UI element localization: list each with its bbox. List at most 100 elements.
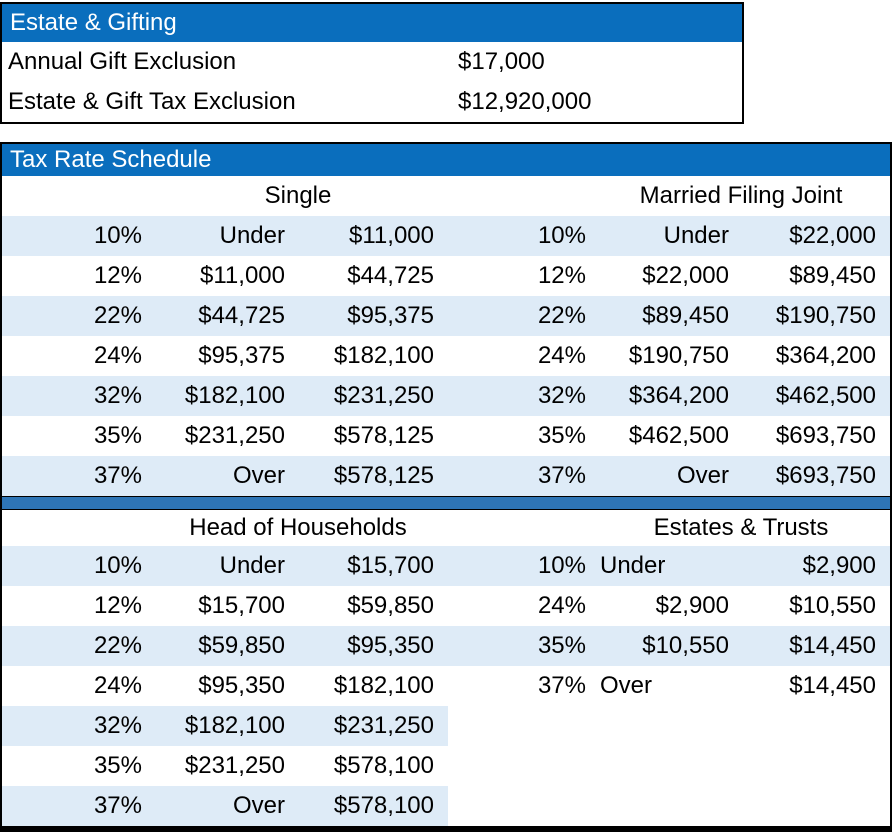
rate-cell: 35% bbox=[537, 422, 586, 449]
rate-cell bbox=[448, 746, 592, 786]
rate-cell: 22% bbox=[93, 632, 142, 659]
rate-cell: 35% bbox=[93, 752, 142, 779]
lower-bound-cell: $182,100 bbox=[184, 712, 285, 739]
estate-gift-tax-exclusion-label: Estate & Gift Tax Exclusion bbox=[8, 88, 296, 115]
left-half: Head of Households bbox=[2, 510, 448, 546]
annual-gift-exclusion-row: Annual Gift Exclusion $17,000 bbox=[2, 42, 742, 82]
lower-bound-cell: $190,750 bbox=[628, 342, 729, 369]
right-half: 37% Over $14,450 bbox=[448, 666, 890, 706]
right-half: 24% $2,900 $10,550 bbox=[448, 586, 890, 626]
upper-bound-cell: $578,125 bbox=[333, 422, 434, 449]
right-half: 32% $364,200 $462,500 bbox=[448, 376, 890, 416]
left-half: 37% Over $578,125 bbox=[2, 456, 448, 496]
rate-cell: 22% bbox=[537, 302, 586, 329]
right-half: 10% Under $22,000 bbox=[448, 216, 890, 256]
rate-cell: 10% bbox=[93, 222, 142, 249]
rate-cell: 32% bbox=[93, 382, 142, 409]
bracket-row: 35% $231,250 $578,125 35% $462,500 $693,750 bbox=[2, 416, 890, 456]
section-divider-bar bbox=[2, 496, 890, 510]
lower-bound-cell: $2,900 bbox=[655, 592, 729, 619]
right-half: 35% $10,550 $14,450 bbox=[448, 626, 890, 666]
left-half: 37% Over $578,100 bbox=[2, 786, 448, 826]
left-half: 12% $15,700 $59,850 bbox=[2, 586, 448, 626]
tax-rate-schedule-title: Tax Rate Schedule bbox=[10, 146, 212, 173]
upper-bound-cell: $182,100 bbox=[333, 672, 434, 699]
spacer-cell bbox=[448, 510, 592, 546]
bracket-row: 35% $231,250 $578,100 bbox=[2, 746, 890, 786]
spacer-cell bbox=[2, 510, 148, 546]
upper-bound-cell: $14,450 bbox=[789, 672, 876, 699]
bottom-tables-header-row: Head of Households Estates & Trusts bbox=[2, 510, 890, 546]
rate-cell: 32% bbox=[93, 712, 142, 739]
bracket-row: 22% $59,850 $95,350 35% $10,550 $14,450 bbox=[2, 626, 890, 666]
rate-cell: 37% bbox=[93, 792, 142, 819]
bracket-row: 24% $95,375 $182,100 24% $190,750 $364,200 bbox=[2, 336, 890, 376]
right-half: Estates & Trusts bbox=[448, 510, 890, 546]
annual-gift-exclusion-label: Annual Gift Exclusion bbox=[8, 48, 237, 75]
upper-bound-cell: $59,850 bbox=[347, 592, 434, 619]
upper-bound-cell: $578,125 bbox=[333, 462, 434, 489]
lower-bound-cell bbox=[592, 706, 737, 746]
bracket-row: 32% $182,100 $231,250 32% $364,200 $462,500 bbox=[2, 376, 890, 416]
left-half: 24% $95,375 $182,100 bbox=[2, 336, 448, 376]
lower-bound-cell: $11,000 bbox=[200, 262, 285, 289]
left-half: 10% Under $11,000 bbox=[2, 216, 448, 256]
left-half: 12% $11,000 $44,725 bbox=[2, 256, 448, 296]
left-half: 35% $231,250 $578,100 bbox=[2, 746, 448, 786]
estate-gift-tax-exclusion-row: Estate & Gift Tax Exclusion $12,920,000 bbox=[2, 82, 742, 122]
rate-cell: 24% bbox=[93, 342, 142, 369]
upper-bound-cell: $11,000 bbox=[349, 222, 434, 249]
upper-bound-cell: $15,700 bbox=[347, 552, 434, 579]
rate-cell: 35% bbox=[537, 632, 586, 659]
lower-bound-cell: $231,250 bbox=[184, 422, 285, 449]
lower-bound-cell bbox=[592, 746, 737, 786]
rate-cell: 10% bbox=[537, 222, 586, 249]
upper-bound-cell: $95,350 bbox=[347, 632, 434, 659]
bottom-bracket-rows: 10% Under $15,700 10% Under $2,900 12% $15,700 $… bbox=[2, 546, 890, 826]
rate-cell: 10% bbox=[93, 552, 142, 579]
bracket-row: 22% $44,725 $95,375 22% $89,450 $190,750 bbox=[2, 296, 890, 336]
estates-trusts-table-header: Estates & Trusts bbox=[653, 514, 829, 541]
rate-cell bbox=[448, 706, 592, 746]
lower-bound-cell: Under bbox=[600, 552, 666, 579]
lower-bound-cell: Over bbox=[676, 462, 729, 489]
lower-bound-cell: $89,450 bbox=[642, 302, 729, 329]
spacer-cell bbox=[448, 176, 592, 216]
lower-bound-cell: $10,550 bbox=[642, 632, 729, 659]
upper-bound-cell: $231,250 bbox=[333, 382, 434, 409]
rate-cell: 24% bbox=[537, 342, 586, 369]
lower-bound-cell: Under bbox=[219, 222, 285, 249]
rate-cell: 35% bbox=[93, 422, 142, 449]
bracket-row: 12% $15,700 $59,850 24% $2,900 $10,550 bbox=[2, 586, 890, 626]
lower-bound-cell: $15,700 bbox=[198, 592, 285, 619]
upper-bound-cell: $44,725 bbox=[347, 262, 434, 289]
lower-bound-cell: Under bbox=[219, 552, 285, 579]
upper-bound-cell bbox=[737, 706, 890, 746]
lower-bound-cell: $95,375 bbox=[198, 342, 285, 369]
upper-bound-cell: $364,200 bbox=[775, 342, 876, 369]
rate-cell: 12% bbox=[93, 262, 142, 289]
lower-bound-cell: Over bbox=[232, 462, 285, 489]
right-half: 12% $22,000 $89,450 bbox=[448, 256, 890, 296]
lower-bound-cell bbox=[592, 786, 737, 826]
lower-bound-cell: $44,725 bbox=[198, 302, 285, 329]
right-half bbox=[448, 786, 890, 826]
rate-cell: 24% bbox=[93, 672, 142, 699]
lower-bound-cell: $95,350 bbox=[198, 672, 285, 699]
rate-cell: 37% bbox=[537, 462, 586, 489]
upper-bound-cell: $693,750 bbox=[775, 422, 876, 449]
upper-bound-cell bbox=[737, 786, 890, 826]
top-bracket-rows: 10% Under $11,000 10% Under $22,000 12% $11,000… bbox=[2, 216, 890, 496]
left-half: 35% $231,250 $578,125 bbox=[2, 416, 448, 456]
spacer-cell bbox=[2, 176, 148, 216]
estate-gift-tax-exclusion-value: $12,920,000 bbox=[458, 88, 592, 115]
bracket-row: 10% Under $11,000 10% Under $22,000 bbox=[2, 216, 890, 256]
upper-bound-cell: $462,500 bbox=[775, 382, 876, 409]
bracket-row: 12% $11,000 $44,725 12% $22,000 $89,450 bbox=[2, 256, 890, 296]
lower-bound-cell: $22,000 bbox=[642, 262, 729, 289]
right-half bbox=[448, 746, 890, 786]
upper-bound-cell: $231,250 bbox=[333, 712, 434, 739]
upper-bound-cell: $22,000 bbox=[789, 222, 876, 249]
left-half: 10% Under $15,700 bbox=[2, 546, 448, 586]
